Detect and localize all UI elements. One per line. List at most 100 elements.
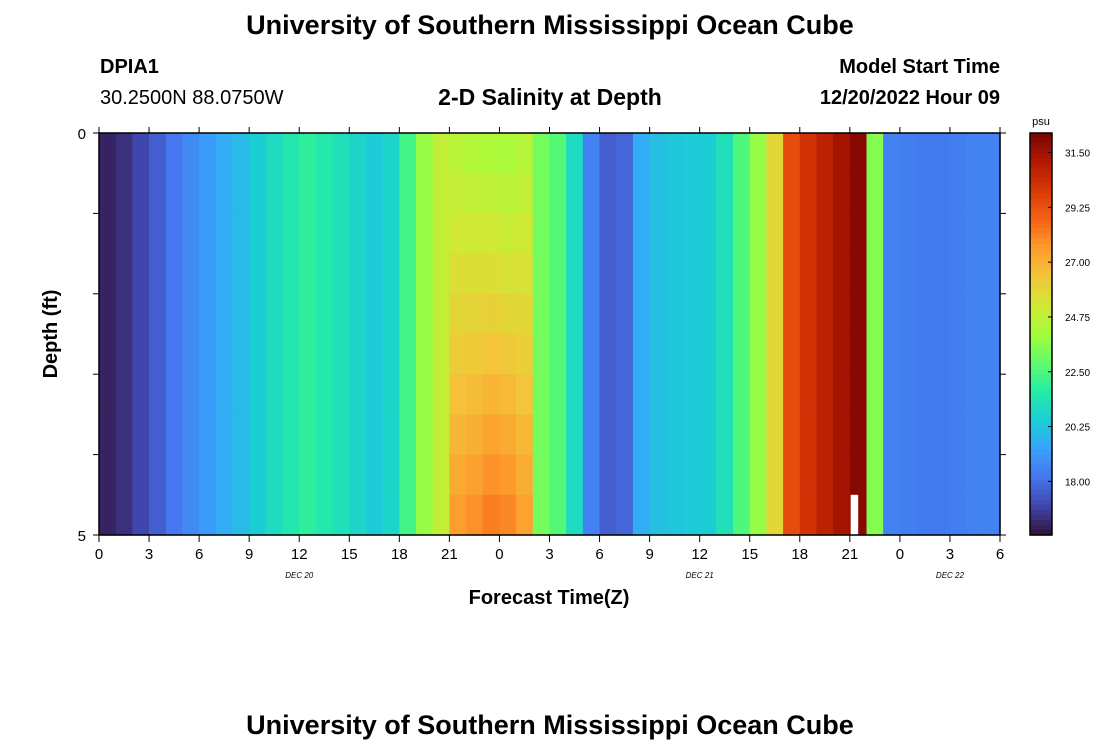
heatmap-cell xyxy=(132,133,150,174)
x-tick-label: 6 xyxy=(195,546,203,563)
heatmap-cell xyxy=(365,494,384,536)
heatmap-cell xyxy=(365,173,384,214)
heatmap-cell xyxy=(883,414,901,456)
heatmap-cell xyxy=(532,293,551,335)
colorbar-segment xyxy=(1030,188,1052,194)
heatmap-cell xyxy=(983,414,1001,456)
heatmap-cell xyxy=(182,173,200,214)
heatmap-cell xyxy=(99,374,117,415)
heatmap-cell xyxy=(833,454,851,496)
heatmap-cell xyxy=(699,133,717,174)
heatmap-cell xyxy=(749,414,768,456)
x-tick-label: 6 xyxy=(595,546,603,563)
colorbar-segment xyxy=(1030,444,1052,451)
colorbar-segment xyxy=(1030,504,1052,511)
heatmap-cell xyxy=(232,494,250,536)
heatmap-cell xyxy=(599,414,617,456)
heatmap-cell xyxy=(449,494,467,536)
heatmap-cell xyxy=(549,334,567,375)
heatmap-cell xyxy=(566,253,584,295)
colorbar-segment xyxy=(1030,148,1052,154)
heatmap-cell xyxy=(215,374,234,415)
heatmap-cell xyxy=(733,374,751,415)
heatmap-cell xyxy=(115,454,133,496)
heatmap-cell xyxy=(716,374,734,415)
heatmap-cell xyxy=(966,494,984,536)
heatmap-cell xyxy=(165,173,184,214)
heatmap-cell xyxy=(816,133,834,174)
heatmap-cell xyxy=(165,253,184,295)
heatmap-cell xyxy=(232,374,250,415)
heatmap-cell xyxy=(866,454,884,496)
heatmap-cell xyxy=(582,374,601,415)
heatmap-cell xyxy=(799,334,818,375)
heatmap-cell xyxy=(949,454,968,496)
heatmap-cell xyxy=(199,374,217,415)
heatmap-cell xyxy=(349,213,367,255)
heatmap-cell xyxy=(199,334,217,375)
heatmap-cell xyxy=(482,414,501,456)
heatmap-cell xyxy=(532,133,551,174)
heatmap-cell xyxy=(816,213,834,255)
heatmap-cell xyxy=(299,213,317,255)
colorbar-segment xyxy=(1030,223,1052,230)
heatmap-cell xyxy=(432,494,450,536)
colorbar-segment xyxy=(1030,524,1052,531)
y-tick-label: 5 xyxy=(78,528,86,545)
heatmap-cell xyxy=(466,334,484,375)
heatmap-cell xyxy=(849,334,868,375)
heatmap-cell xyxy=(365,293,384,335)
heatmap-cell xyxy=(549,494,567,536)
heatmap-cell xyxy=(949,253,968,295)
heatmap-cell xyxy=(449,253,467,295)
heatmap-cell xyxy=(783,414,801,456)
heatmap-cell xyxy=(449,374,467,415)
heatmap-cell xyxy=(399,494,417,536)
colorbar-segment xyxy=(1030,469,1052,476)
heatmap-cell xyxy=(332,334,350,375)
heatmap-cell xyxy=(716,334,734,375)
missing-data-gap xyxy=(850,494,859,535)
heatmap-cell xyxy=(899,334,918,375)
heatmap-cell xyxy=(282,374,300,415)
heatmap-cell xyxy=(332,293,350,335)
heatmap-cell xyxy=(666,454,684,496)
colorbar-segment xyxy=(1030,158,1052,164)
heatmap-cell xyxy=(749,494,768,536)
heatmap-cell xyxy=(199,414,217,456)
colorbar-segment xyxy=(1030,253,1052,260)
colorbar-segment xyxy=(1030,263,1052,270)
heatmap-cell xyxy=(149,454,167,496)
heatmap-cell xyxy=(983,213,1001,255)
heatmap-cell xyxy=(916,133,934,174)
x-tick-label: 3 xyxy=(145,546,153,563)
heatmap-cell xyxy=(899,173,918,214)
colorbar-segment xyxy=(1030,228,1052,235)
heatmap-cell xyxy=(733,253,751,295)
heatmap-cell xyxy=(616,374,634,415)
heatmap-cell xyxy=(265,173,284,214)
heatmap-cell xyxy=(749,293,768,335)
heatmap-cell xyxy=(766,494,784,536)
heatmap-cell xyxy=(299,414,317,456)
heatmap-cell xyxy=(582,494,601,536)
heatmap-cell xyxy=(182,293,200,335)
heatmap-cell xyxy=(849,173,868,214)
colorbar-segment xyxy=(1030,454,1052,461)
heatmap-cell xyxy=(632,253,651,295)
heatmap-cell xyxy=(282,293,300,335)
heatmap-cell xyxy=(215,414,234,456)
heatmap-cell xyxy=(299,133,317,174)
colorbar-segment xyxy=(1030,489,1052,496)
colorbar-segment xyxy=(1030,349,1052,355)
colorbar-tick-label: 20.25 xyxy=(1065,423,1090,434)
heatmap-cell xyxy=(749,173,768,214)
heatmap-cell xyxy=(799,133,818,174)
heatmap-cell xyxy=(315,293,334,335)
heatmap-cell xyxy=(949,133,968,174)
heatmap-cell xyxy=(199,293,217,335)
heatmap-cell xyxy=(866,173,884,214)
heatmap-cell xyxy=(249,133,267,174)
heatmap-cell xyxy=(599,334,617,375)
heatmap-cell xyxy=(933,253,951,295)
